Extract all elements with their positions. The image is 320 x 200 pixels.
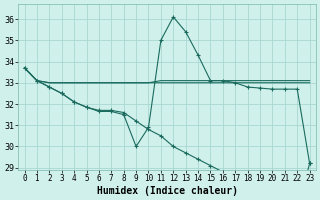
X-axis label: Humidex (Indice chaleur): Humidex (Indice chaleur) — [97, 186, 237, 196]
